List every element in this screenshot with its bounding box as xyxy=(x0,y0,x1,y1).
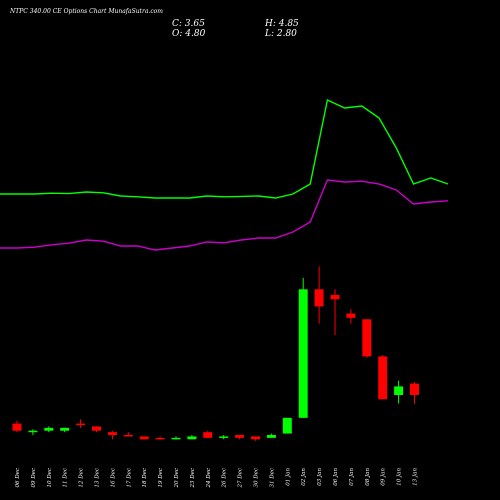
x-tick-label: 11 Dec xyxy=(63,468,69,488)
candles-layer xyxy=(12,266,419,441)
x-tick-label: 01 Jan xyxy=(285,468,291,486)
candle xyxy=(219,435,229,440)
upper-band-line xyxy=(0,98,449,199)
x-tick-label: 07 Jan xyxy=(349,468,355,486)
x-tick-label: 16 Dec xyxy=(110,468,116,488)
candle xyxy=(251,436,260,441)
candle xyxy=(235,435,245,440)
x-tick-label: 03 Jan xyxy=(317,468,323,486)
x-tick-label: 26 Dec xyxy=(222,468,228,489)
candle xyxy=(171,436,181,440)
candle xyxy=(107,430,117,440)
x-tick-label: 24 Dec xyxy=(206,468,212,489)
close-readout: C: 3.65 xyxy=(172,19,205,29)
candle xyxy=(314,266,324,324)
x-tick-label: 06 Jan xyxy=(333,468,339,486)
candle xyxy=(44,426,54,433)
x-tick-label: 27 Dec xyxy=(238,468,244,489)
x-axis-labels: 06 Dec 09 Dec 10 Dec 11 Dec 12 Dec 13 Dec 16 D… xyxy=(15,468,419,489)
x-tick-label: 09 Dec xyxy=(31,468,37,488)
candle xyxy=(12,420,22,433)
candle xyxy=(155,436,165,440)
x-tick-label: 08 Jan xyxy=(365,468,371,486)
candle xyxy=(60,427,70,433)
bands-layer xyxy=(0,98,449,251)
candle xyxy=(92,426,101,433)
candle xyxy=(123,432,133,437)
candle xyxy=(282,417,292,434)
low-readout: L: 2.80 xyxy=(265,29,297,39)
candle xyxy=(28,429,38,435)
x-tick-label: 10 Jan xyxy=(397,468,403,486)
x-tick-label: 23 Dec xyxy=(190,468,196,489)
candle xyxy=(410,382,419,404)
lower-band-line xyxy=(0,179,449,251)
candle xyxy=(346,309,356,324)
x-tick-label: 09 Jan xyxy=(381,468,387,486)
x-tick-label: 02 Jan xyxy=(301,468,307,486)
candle xyxy=(139,436,149,440)
x-tick-label: 30 Dec xyxy=(254,468,260,488)
open-readout: O: 4.80 xyxy=(172,29,206,39)
x-tick-label: 20 Dec xyxy=(174,468,180,489)
candle xyxy=(266,433,276,438)
candle xyxy=(362,319,372,358)
x-tick-label: 12 Dec xyxy=(79,468,85,488)
x-tick-label: 18 Dec xyxy=(142,468,148,488)
high-readout: H: 4.85 xyxy=(265,19,299,29)
candle xyxy=(187,435,197,440)
x-tick-label: 10 Dec xyxy=(47,468,53,488)
candle xyxy=(378,355,388,400)
candle xyxy=(76,419,86,428)
candle xyxy=(298,277,308,418)
x-tick-label: 19 Dec xyxy=(158,468,164,488)
x-tick-label: 31 Dec xyxy=(269,468,275,488)
candle xyxy=(203,430,213,438)
candle xyxy=(330,289,340,335)
x-tick-label: 17 Dec xyxy=(126,468,132,488)
chart-title: NTPC 340.00 CE Options Chart MunafaSutra… xyxy=(10,8,163,15)
candle xyxy=(394,380,404,404)
x-tick-label: 13 Jan xyxy=(413,468,419,486)
x-tick-label: 06 Dec xyxy=(15,468,21,488)
x-tick-label: 13 Dec xyxy=(95,468,101,488)
